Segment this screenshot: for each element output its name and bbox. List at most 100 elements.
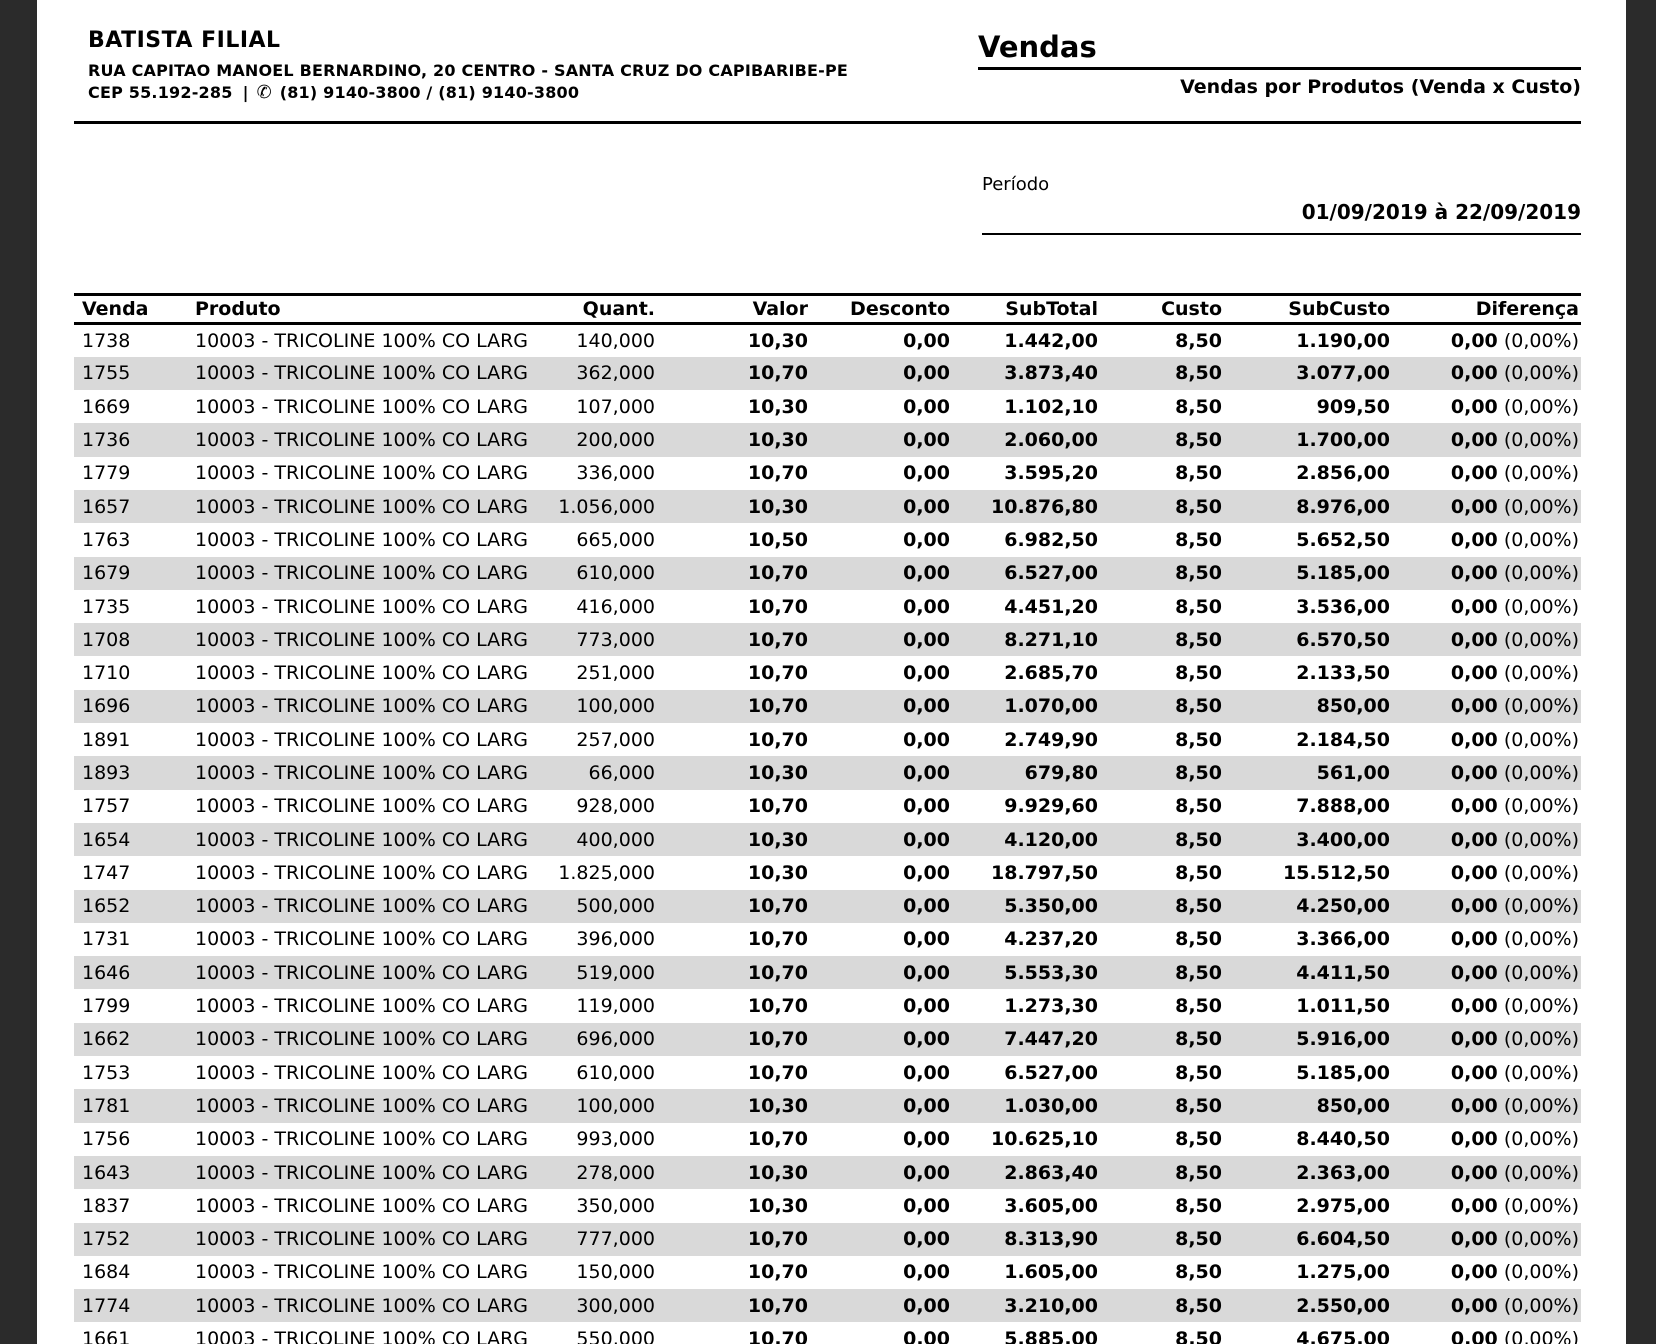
cell-desconto: 0,00 [903,395,950,418]
table-header-row: Venda Produto Quant. Valor Desconto SubT… [74,293,1581,325]
cell-subtotal: 1.442,00 [1004,329,1098,352]
table-row: 1753 10003 - TRICOLINE 100% CO LARG 610,… [74,1056,1581,1089]
cell-venda: 1669 [82,395,131,418]
cell-diferenca: 0,00 (0,00%) [1450,1161,1579,1184]
cell-diferenca: 0,00 (0,00%) [1450,662,1579,685]
period-block: Período 01/09/2019 à 22/09/2019 [982,174,1581,235]
cell-venda: 1696 [82,695,131,718]
cell-diferenca: 0,00 (0,00%) [1450,1294,1579,1317]
table-row: 1657 10003 - TRICOLINE 100% CO LARG 1.05… [74,489,1581,524]
cell-diferenca: 0,00 (0,00%) [1450,1328,1579,1344]
cell-desconto: 0,00 [903,362,950,385]
cell-valor: 10,70 [747,928,808,951]
cell-custo: 8,50 [1175,995,1222,1018]
cell-custo: 8,50 [1175,795,1222,818]
cell-produto: 10003 - TRICOLINE 100% CO LARG [195,895,529,918]
cell-desconto: 0,00 [903,795,950,818]
cell-diferenca: 0,00 (0,00%) [1450,1228,1579,1251]
cell-produto: 10003 - TRICOLINE 100% CO LARG [195,1161,529,1184]
table-row: 1774 10003 - TRICOLINE 100% CO LARG 300,… [74,1289,1581,1323]
cell-produto: 10003 - TRICOLINE 100% CO LARG [195,928,529,951]
table-row: 1710 10003 - TRICOLINE 100% CO LARG 251,… [74,656,1581,689]
cell-produto: 10003 - TRICOLINE 100% CO LARG [195,595,529,618]
cell-venda: 1679 [82,562,131,585]
cell-venda: 1652 [82,895,131,918]
table-row: 1662 10003 - TRICOLINE 100% CO LARG 696,… [74,1022,1581,1057]
cell-desconto: 0,00 [903,828,950,851]
cell-produto: 10003 - TRICOLINE 100% CO LARG [195,1128,529,1151]
cell-valor: 10,30 [747,395,808,418]
cell-valor: 10,70 [747,995,808,1018]
table-row: 1756 10003 - TRICOLINE 100% CO LARG 993,… [74,1123,1581,1156]
cell-venda: 1753 [82,1061,131,1084]
table-row: 1763 10003 - TRICOLINE 100% CO LARG 665,… [74,523,1581,556]
cell-desconto: 0,00 [903,329,950,352]
cell-quant: 140,000 [576,329,655,352]
cell-venda: 1779 [82,462,131,485]
cell-venda: 1735 [82,595,131,618]
cell-venda: 1731 [82,928,131,951]
cell-custo: 8,50 [1175,1128,1222,1151]
cell-produto: 10003 - TRICOLINE 100% CO LARG [195,1094,529,1117]
cell-produto: 10003 - TRICOLINE 100% CO LARG [195,828,529,851]
cell-produto: 10003 - TRICOLINE 100% CO LARG [195,762,529,784]
col-header-subcusto: SubCusto [1222,293,1390,325]
cell-subcusto: 2.133,50 [1296,662,1390,685]
cell-venda: 1661 [82,1328,131,1344]
cell-venda: 1893 [82,762,131,784]
cell-subtotal: 8.313,90 [1004,1228,1098,1251]
cell-subcusto: 5.916,00 [1296,1028,1390,1051]
cell-desconto: 0,00 [903,1128,950,1151]
cell-desconto: 0,00 [903,462,950,485]
period-value: 01/09/2019 à 22/09/2019 [1301,200,1581,224]
cell-produto: 10003 - TRICOLINE 100% CO LARG [195,795,529,818]
cell-subtotal: 2.749,90 [1004,728,1098,751]
cell-venda: 1684 [82,1261,131,1284]
cell-subcusto: 850,00 [1316,1094,1390,1117]
cell-diferenca: 0,00 (0,00%) [1450,395,1579,418]
report-title: Vendas [978,30,1581,70]
cell-valor: 10,30 [747,1094,808,1117]
cell-venda: 1662 [82,1028,131,1051]
cell-diferenca: 0,00 (0,00%) [1450,429,1579,452]
cell-venda: 1708 [82,628,131,651]
phone-icon: ✆ [256,82,272,103]
cell-subcusto: 1.011,50 [1296,995,1390,1018]
cell-valor: 10,70 [747,795,808,818]
cell-venda: 1736 [82,429,131,452]
table-row: 1755 10003 - TRICOLINE 100% CO LARG 362,… [74,356,1581,391]
company-cep: CEP 55.192-285 [88,83,233,102]
cell-custo: 8,50 [1175,1161,1222,1184]
cell-diferenca: 0,00 (0,00%) [1450,695,1579,718]
cell-subtotal: 6.982,50 [1004,528,1098,551]
col-header-produto: Produto [190,293,530,325]
cell-quant: 665,000 [576,528,655,551]
cell-desconto: 0,00 [903,662,950,685]
cell-diferenca: 0,00 (0,00%) [1450,1028,1579,1051]
cell-desconto: 0,00 [903,995,950,1018]
cell-custo: 8,50 [1175,728,1222,751]
col-header-quant: Quant. [530,293,655,325]
cell-subcusto: 1.190,00 [1296,329,1390,352]
company-phones: (81) 9140-3800 / (81) 9140-3800 [279,83,580,102]
table-row: 1684 10003 - TRICOLINE 100% CO LARG 150,… [74,1256,1581,1289]
cell-subtotal: 5.885,00 [1004,1328,1098,1344]
cell-subtotal: 1.273,30 [1004,995,1098,1018]
cell-subcusto: 1.700,00 [1296,429,1390,452]
cell-diferenca: 0,00 (0,00%) [1450,1061,1579,1084]
cell-venda: 1752 [82,1228,131,1251]
cell-desconto: 0,00 [903,695,950,718]
cell-valor: 10,30 [747,329,808,352]
cell-produto: 10003 - TRICOLINE 100% CO LARG [195,1328,529,1344]
cell-produto: 10003 - TRICOLINE 100% CO LARG [195,628,529,651]
cell-subcusto: 15.512,50 [1283,861,1390,884]
cell-subtotal: 10.625,10 [991,1128,1098,1151]
sales-table-body: 1738 10003 - TRICOLINE 100% CO LARG 140,… [74,324,1581,1344]
cell-subtotal: 4.451,20 [1004,595,1098,618]
col-header-subtotal: SubTotal [950,293,1098,325]
cell-produto: 10003 - TRICOLINE 100% CO LARG [195,462,529,485]
cell-desconto: 0,00 [903,928,950,951]
cell-produto: 10003 - TRICOLINE 100% CO LARG [195,662,529,685]
sales-table: Venda Produto Quant. Valor Desconto SubT… [74,293,1581,1344]
col-header-venda: Venda [74,293,190,325]
